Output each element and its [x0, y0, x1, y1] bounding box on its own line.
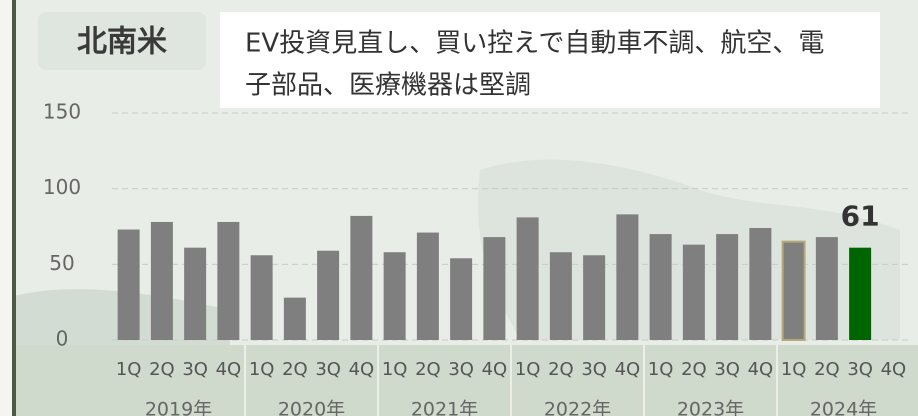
x-tick-label: 1Q	[648, 359, 674, 380]
x-tick-label: 4Q	[482, 359, 508, 380]
group-label: 2019年	[145, 399, 212, 416]
x-tick-label: 3Q	[581, 359, 607, 380]
y-tick-label: 0	[56, 327, 69, 351]
x-tick-label: 3Q	[714, 359, 740, 380]
x-tick-label: 2Q	[149, 359, 175, 380]
x-tick-label: 2Q	[548, 359, 574, 380]
y-tick-label: 150	[43, 100, 81, 124]
x-tick-label: 3Q	[847, 359, 873, 380]
bar	[716, 234, 739, 340]
left-edge	[0, 0, 12, 416]
bar	[150, 221, 173, 340]
y-tick-label: 100	[43, 175, 81, 199]
bar	[549, 252, 572, 340]
bar	[416, 232, 439, 340]
group-label: 2021年	[411, 399, 478, 416]
x-tick-label: 4Q	[615, 359, 641, 380]
bar	[184, 247, 207, 340]
x-tick-label: 2Q	[415, 359, 441, 380]
x-tick-label: 2Q	[282, 359, 308, 380]
x-tick-label: 4Q	[881, 359, 907, 380]
value-label: 61	[841, 200, 880, 233]
bar	[250, 255, 273, 340]
subtitle-line: 子部品、医療機器は堅調	[245, 71, 531, 101]
bar	[217, 221, 240, 340]
x-tick-label: 4Q	[748, 359, 774, 380]
bar	[516, 217, 539, 340]
x-tick-label: 1Q	[249, 359, 275, 380]
bar	[849, 247, 872, 340]
bar	[682, 244, 705, 340]
x-tick-label: 4Q	[349, 359, 375, 380]
group-label: 2022年	[544, 399, 611, 416]
bar	[616, 214, 639, 340]
y-tick-label: 50	[49, 251, 74, 275]
x-tick-label: 1Q	[515, 359, 541, 380]
bar	[815, 237, 838, 340]
x-tick-label: 1Q	[781, 359, 807, 380]
left-border	[12, 0, 16, 416]
bar	[383, 252, 406, 340]
bar	[283, 297, 306, 340]
x-tick-label: 2Q	[681, 359, 707, 380]
bar	[781, 240, 806, 341]
bar	[483, 237, 506, 340]
bar	[649, 234, 672, 340]
group-label: 2024年	[810, 399, 877, 416]
bar	[450, 258, 473, 340]
x-tick-label: 1Q	[382, 359, 408, 380]
bar	[749, 228, 772, 340]
title-box	[38, 12, 206, 70]
x-tick-label: 2Q	[814, 359, 840, 380]
group-label: 2020年	[278, 399, 345, 416]
x-tick-label: 3Q	[182, 359, 208, 380]
subtitle-box	[220, 12, 880, 108]
group-label: 2023年	[677, 399, 744, 416]
bar	[350, 215, 373, 340]
subtitle-line: EV投資見直し、買い控えで自動車不調、航空、電	[245, 29, 824, 59]
x-tick-label: 3Q	[315, 359, 341, 380]
bar	[583, 255, 606, 340]
axis-band	[0, 345, 918, 416]
x-tick-label: 4Q	[216, 359, 242, 380]
chart-title: 北南米	[77, 25, 167, 60]
bar	[317, 250, 340, 340]
bar	[117, 229, 140, 340]
x-tick-label: 3Q	[448, 359, 474, 380]
x-tick-label: 1Q	[116, 359, 142, 380]
